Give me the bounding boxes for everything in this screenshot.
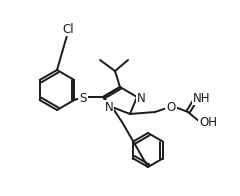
- Text: S: S: [79, 92, 87, 104]
- Text: NH: NH: [193, 92, 211, 104]
- Text: O: O: [166, 101, 176, 113]
- Text: Cl: Cl: [62, 23, 74, 35]
- Text: N: N: [137, 92, 145, 104]
- Text: N: N: [105, 101, 113, 113]
- Text: OH: OH: [199, 115, 217, 129]
